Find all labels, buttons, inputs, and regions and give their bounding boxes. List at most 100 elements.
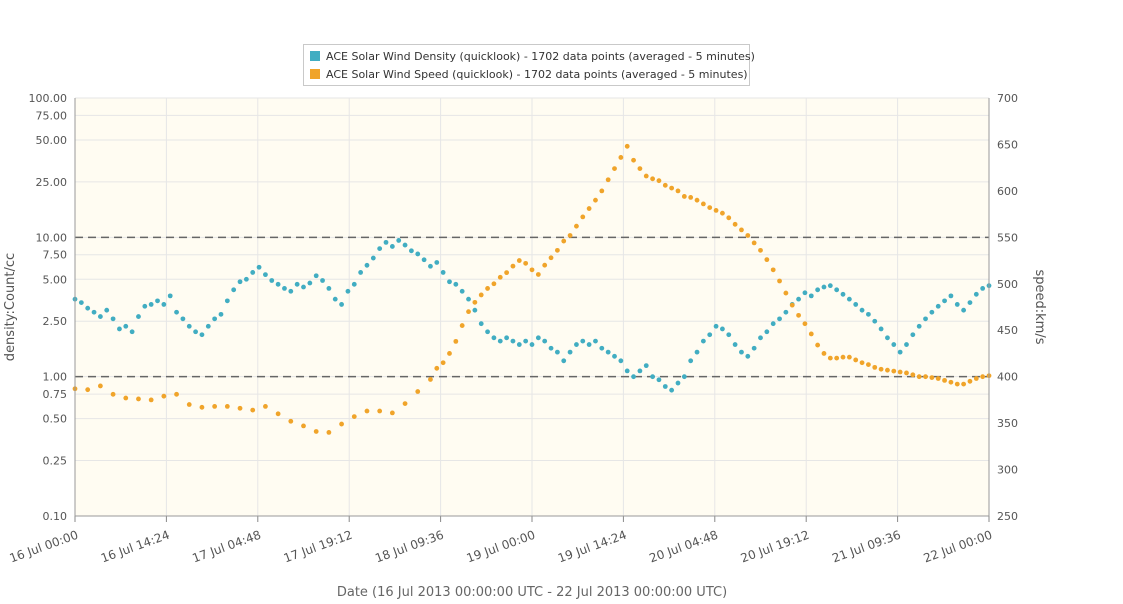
x-tick-label: 17 Jul 04:48 [190, 528, 262, 566]
density-point [967, 300, 973, 306]
speed-point [161, 393, 167, 399]
density-point [973, 291, 979, 297]
speed-point [440, 360, 446, 366]
density-point [320, 278, 325, 283]
speed-point [643, 173, 649, 179]
density-point [243, 276, 249, 282]
y-right-tick-label: 350 [997, 417, 1018, 430]
y-left-tick-label: 2.50 [43, 315, 68, 328]
speed-point [364, 408, 370, 414]
speed-point [859, 360, 865, 366]
x-tick-label: 19 Jul 14:24 [556, 528, 628, 566]
speed-point [491, 281, 497, 287]
density-point [700, 338, 706, 344]
legend-swatch-speed [310, 69, 320, 79]
density-point [237, 279, 243, 285]
density-point [224, 298, 230, 304]
speed-point [675, 188, 681, 194]
density-point [339, 302, 344, 307]
speed-point [497, 274, 503, 280]
legend-label-speed: ACE Solar Wind Speed (quicklook) - 1702 … [326, 68, 748, 81]
speed-point [732, 221, 738, 227]
speed-point [263, 403, 268, 409]
y-left-tick-label: 10.00 [36, 231, 68, 244]
density-point [370, 255, 376, 261]
speed-point [574, 223, 579, 229]
density-point [332, 296, 338, 302]
speed-point [224, 403, 230, 409]
density-point [580, 338, 586, 344]
legend-item-speed[interactable]: ACE Solar Wind Speed (quicklook) - 1702 … [310, 67, 748, 83]
speed-point [821, 351, 827, 356]
density-point [275, 281, 281, 287]
density-point [104, 307, 110, 313]
density-point [504, 335, 510, 341]
x-tick-label: 19 Jul 00:00 [465, 528, 537, 566]
density-point [783, 309, 789, 315]
density-point [878, 326, 884, 332]
y-left-tick-label: 1.00 [43, 371, 68, 384]
x-tick-label: 17 Jul 19:12 [282, 528, 354, 566]
speed-point [777, 278, 782, 284]
density-point [351, 281, 357, 287]
legend: ACE Solar Wind Density (quicklook) - 170… [303, 44, 755, 86]
density-point [916, 323, 922, 329]
density-point [681, 374, 687, 380]
density-point [656, 377, 662, 383]
speed-point [275, 411, 281, 417]
density-point [167, 293, 173, 299]
density-point [688, 358, 694, 364]
speed-point [631, 157, 636, 163]
density-point [631, 374, 636, 380]
density-point [574, 342, 579, 347]
speed-point [237, 405, 243, 411]
speed-point [897, 369, 903, 375]
density-point [123, 323, 129, 329]
density-point [662, 384, 668, 389]
y-right-tick-label: 500 [997, 278, 1018, 291]
density-point [777, 316, 782, 322]
density-point [923, 316, 928, 322]
speed-point [516, 258, 522, 263]
speed-point [339, 421, 344, 427]
speed-point [485, 286, 490, 291]
density-point [396, 238, 402, 243]
speed-point [326, 430, 332, 435]
speed-point [739, 227, 744, 233]
speed-point [694, 197, 700, 203]
speed-point [878, 366, 884, 372]
density-point [834, 287, 840, 293]
speed-point [973, 376, 979, 381]
speed-point [872, 364, 878, 370]
speed-point [815, 342, 821, 348]
x-tick-label: 20 Jul 04:48 [647, 528, 719, 566]
density-point [650, 374, 655, 380]
density-point [891, 342, 897, 347]
density-point [707, 332, 713, 338]
density-point [478, 321, 484, 327]
density-point [808, 293, 814, 299]
speed-point [212, 403, 218, 409]
density-point [669, 387, 675, 393]
speed-point [789, 302, 795, 308]
speed-point [593, 197, 598, 203]
density-point [97, 314, 103, 319]
density-point [428, 263, 433, 269]
density-point [897, 349, 903, 355]
density-point [250, 270, 256, 275]
x-tick-label: 16 Jul 14:24 [99, 528, 171, 566]
speed-point [827, 355, 833, 361]
speed-point [599, 188, 605, 194]
density-point [561, 358, 567, 364]
speed-point [504, 270, 510, 276]
density-point [840, 291, 846, 297]
speed-point [935, 376, 941, 381]
density-point [459, 288, 465, 294]
speed-point [948, 379, 954, 385]
density-point [383, 239, 389, 245]
y-right-tick-label: 400 [997, 371, 1018, 384]
density-point [402, 242, 408, 248]
legend-item-density[interactable]: ACE Solar Wind Density (quicklook) - 170… [310, 49, 755, 65]
density-point [174, 309, 179, 315]
density-point [212, 316, 218, 322]
